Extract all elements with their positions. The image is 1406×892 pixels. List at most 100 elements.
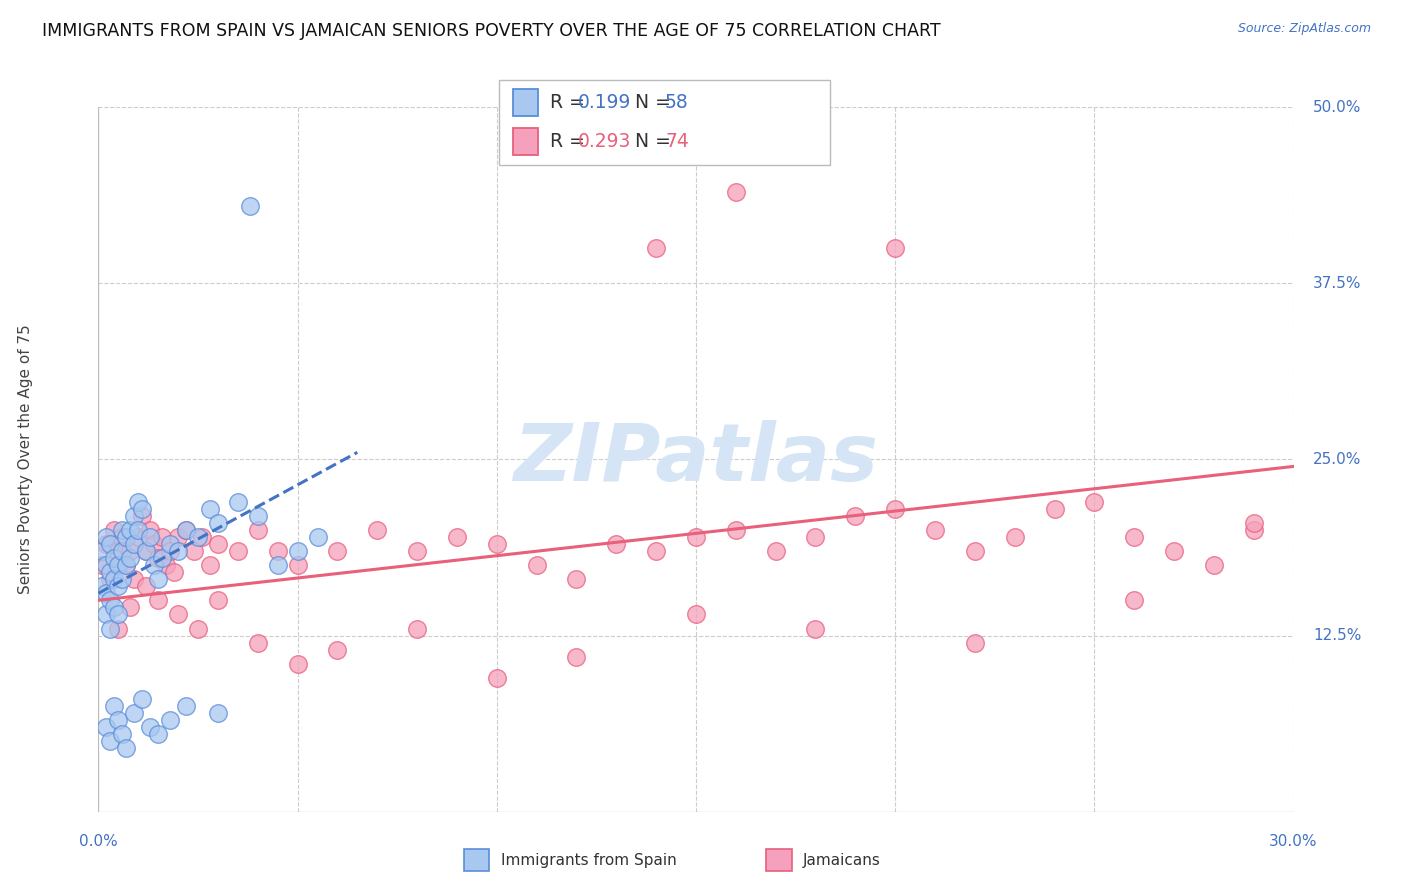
Point bbox=[98, 572, 122, 586]
Point bbox=[267, 544, 290, 558]
Point bbox=[565, 649, 588, 664]
Point bbox=[107, 607, 129, 622]
Point bbox=[485, 671, 508, 685]
Text: IMMIGRANTS FROM SPAIN VS JAMAICAN SENIORS POVERTY OVER THE AGE OF 75 CORRELATION: IMMIGRANTS FROM SPAIN VS JAMAICAN SENIOR… bbox=[42, 22, 941, 40]
Text: 0.0%: 0.0% bbox=[79, 834, 118, 849]
Point bbox=[1202, 558, 1225, 573]
Point bbox=[207, 516, 229, 530]
Point bbox=[287, 544, 309, 558]
Point bbox=[287, 558, 309, 573]
Point bbox=[174, 523, 197, 537]
Point bbox=[804, 530, 827, 544]
Point bbox=[239, 199, 262, 213]
Point bbox=[485, 537, 508, 551]
Point bbox=[107, 713, 129, 727]
Text: 25.0%: 25.0% bbox=[1313, 452, 1361, 467]
Point bbox=[124, 572, 146, 586]
Point bbox=[111, 530, 134, 544]
Point bbox=[115, 530, 138, 544]
Point bbox=[96, 720, 118, 734]
Point bbox=[565, 572, 588, 586]
Point bbox=[174, 699, 197, 714]
Point bbox=[326, 544, 349, 558]
Point bbox=[103, 572, 125, 586]
Point bbox=[103, 551, 125, 566]
Point bbox=[96, 586, 118, 600]
Point bbox=[645, 544, 668, 558]
Point bbox=[120, 523, 142, 537]
Point bbox=[111, 544, 134, 558]
Point bbox=[98, 734, 122, 748]
Text: Jamaicans: Jamaicans bbox=[803, 854, 880, 868]
Point bbox=[226, 494, 249, 508]
Point bbox=[804, 622, 827, 636]
Point bbox=[526, 558, 548, 573]
Text: 30.0%: 30.0% bbox=[1270, 834, 1317, 849]
Point bbox=[115, 741, 138, 756]
Point bbox=[406, 544, 429, 558]
Point bbox=[645, 241, 668, 255]
Point bbox=[884, 241, 907, 255]
Point bbox=[198, 501, 221, 516]
Point bbox=[150, 530, 173, 544]
Text: Seniors Poverty Over the Age of 75: Seniors Poverty Over the Age of 75 bbox=[18, 325, 32, 594]
Point bbox=[107, 579, 129, 593]
Point bbox=[98, 622, 122, 636]
Point bbox=[685, 530, 707, 544]
Text: ZIPatlas: ZIPatlas bbox=[513, 420, 879, 499]
Point bbox=[150, 551, 173, 566]
Text: 0.293: 0.293 bbox=[578, 132, 631, 151]
Text: 12.5%: 12.5% bbox=[1313, 628, 1361, 643]
Point bbox=[111, 572, 134, 586]
Text: 0.199: 0.199 bbox=[578, 93, 631, 112]
Point bbox=[98, 565, 122, 579]
Point bbox=[148, 593, 170, 607]
Point bbox=[103, 523, 125, 537]
Point bbox=[605, 537, 627, 551]
Point bbox=[724, 523, 747, 537]
Text: N =: N = bbox=[623, 93, 676, 112]
Point bbox=[844, 508, 866, 523]
Point bbox=[143, 558, 166, 573]
Point bbox=[765, 544, 787, 558]
Point bbox=[326, 642, 349, 657]
Point bbox=[107, 544, 129, 558]
Point bbox=[167, 530, 190, 544]
Point bbox=[111, 727, 134, 741]
Point bbox=[107, 558, 129, 573]
Point bbox=[127, 530, 149, 544]
Point bbox=[267, 558, 290, 573]
Point bbox=[724, 185, 747, 199]
Point bbox=[98, 593, 122, 607]
Point bbox=[1163, 544, 1185, 558]
Point bbox=[135, 579, 157, 593]
Point bbox=[96, 607, 118, 622]
Point bbox=[120, 551, 142, 566]
Point bbox=[103, 600, 125, 615]
Point bbox=[159, 713, 181, 727]
Point bbox=[1123, 593, 1146, 607]
Point bbox=[96, 530, 118, 544]
Point bbox=[127, 494, 149, 508]
Point bbox=[226, 544, 249, 558]
Point bbox=[139, 530, 162, 544]
Point bbox=[1123, 530, 1146, 544]
Point bbox=[143, 537, 166, 551]
Text: Immigrants from Spain: Immigrants from Spain bbox=[501, 854, 676, 868]
Point bbox=[115, 558, 138, 573]
Point bbox=[91, 579, 114, 593]
Point bbox=[287, 657, 309, 671]
Point bbox=[1083, 494, 1105, 508]
Point bbox=[124, 537, 146, 551]
Text: Source: ZipAtlas.com: Source: ZipAtlas.com bbox=[1237, 22, 1371, 36]
Point bbox=[884, 501, 907, 516]
Point bbox=[139, 523, 162, 537]
Point bbox=[183, 544, 205, 558]
Point bbox=[446, 530, 468, 544]
Point bbox=[98, 537, 122, 551]
Point bbox=[148, 727, 170, 741]
Point bbox=[127, 523, 149, 537]
Point bbox=[207, 593, 229, 607]
Point bbox=[131, 501, 153, 516]
Point bbox=[135, 544, 157, 558]
